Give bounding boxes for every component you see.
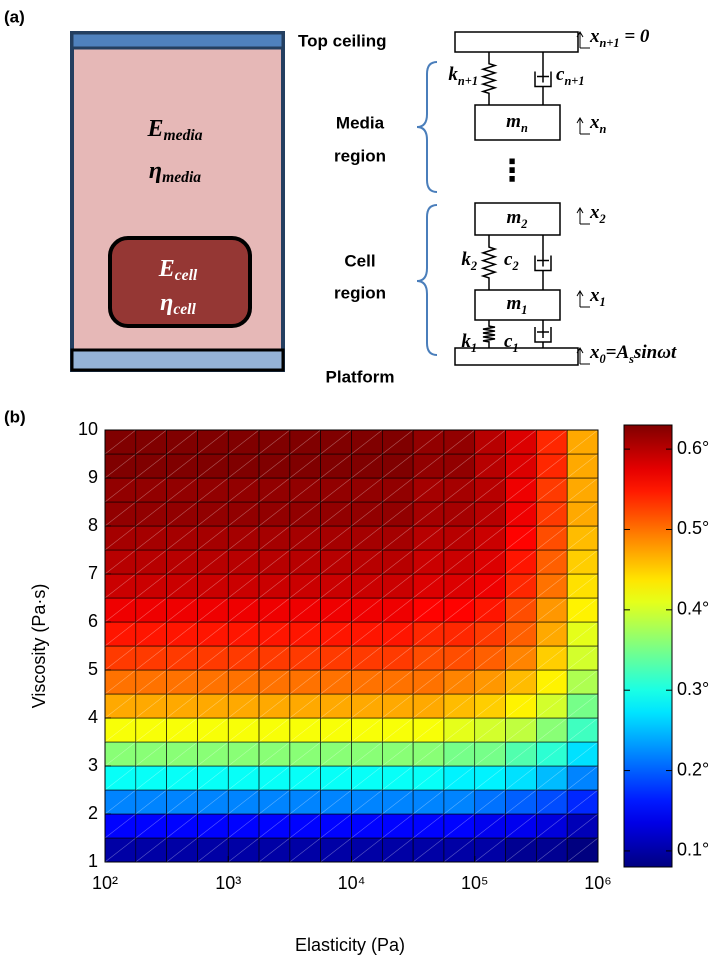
text-run: k — [461, 331, 471, 352]
displacement-arrow — [577, 32, 590, 48]
x-tick-label: 10³ — [215, 873, 241, 893]
spring-label: k2 — [461, 249, 477, 272]
x-tick-label: 10⁵ — [461, 873, 488, 893]
y-tick-label: 5 — [88, 659, 98, 679]
colorbar-tick-label: 0.5° — [677, 518, 709, 538]
colorbar-tick-label: 0.1° — [677, 840, 709, 860]
subscript: n+1 — [458, 74, 478, 88]
text-run: η — [160, 290, 173, 316]
brace — [417, 62, 437, 192]
colorbar-tick-label: 0.3° — [677, 679, 709, 699]
text-run: sinωt — [633, 342, 677, 363]
subscript: cell — [175, 267, 198, 284]
displacement-label: xn+1 = 0 — [589, 26, 650, 49]
region-label: Top ceiling — [298, 31, 386, 50]
panel-label: (b) — [4, 407, 26, 426]
x-axis-label: Elasticity (Pa) — [295, 935, 405, 955]
text-run: x — [589, 285, 600, 306]
text-run: x — [589, 26, 600, 47]
colorbar — [624, 425, 672, 867]
subscript: media — [164, 127, 203, 144]
text-run: x — [589, 112, 600, 133]
subscript: n+1 — [600, 36, 620, 50]
subscript: media — [162, 169, 201, 186]
text-run: m — [507, 293, 522, 314]
platform-bar — [72, 350, 283, 370]
region-label: Platform — [326, 367, 395, 386]
subscript: 1 — [600, 295, 606, 309]
text-run: E — [147, 116, 164, 142]
ellipsis: ⋮ — [497, 154, 527, 189]
text-run: =A — [606, 342, 630, 363]
colorbar-tick-label: 0.2° — [677, 759, 709, 779]
text-run: k — [448, 64, 458, 85]
y-tick-label: 3 — [88, 755, 98, 775]
x-tick-label: 10⁴ — [338, 873, 366, 893]
spring-label: k1 — [461, 331, 477, 354]
subscript: 2 — [520, 217, 527, 231]
damper-label: c1 — [504, 331, 519, 354]
text-run: x — [589, 342, 600, 363]
x-tick-label: 10⁶ — [584, 873, 611, 893]
region-label: region — [334, 283, 386, 302]
mass-label: m2 — [507, 207, 528, 230]
subscript: 1 — [521, 303, 527, 317]
region-label: Media — [336, 113, 385, 132]
text-run: m — [507, 207, 522, 228]
subscript: 2 — [511, 259, 518, 273]
displacement-label: x0=Assinωt — [589, 342, 677, 365]
spring — [483, 320, 495, 348]
mass-label: mn — [506, 111, 528, 134]
subscript: 2 — [470, 259, 477, 273]
y-axis-label: Viscosity (Pa·s) — [29, 584, 49, 709]
subscript: n — [521, 121, 528, 135]
spring — [483, 235, 495, 290]
subscript: 1 — [471, 341, 477, 355]
text-run: η — [149, 158, 162, 184]
damper-label: cn+1 — [556, 64, 585, 87]
displacement-arrow — [577, 291, 590, 307]
ceiling-plate — [455, 32, 578, 52]
brace — [417, 205, 437, 355]
y-tick-label: 8 — [88, 515, 98, 535]
displacement-arrow — [577, 208, 590, 224]
y-tick-label: 4 — [88, 707, 98, 727]
spring-label: kn+1 — [448, 64, 478, 87]
subscript: n — [600, 122, 607, 136]
figure: (a) Emedia ηmedia Ecell ηcell Top ceilin… — [0, 0, 726, 959]
displacement-label: x2 — [589, 202, 606, 225]
x-tick-label: 10² — [92, 873, 118, 893]
y-tick-label: 6 — [88, 611, 98, 631]
spring — [483, 52, 495, 105]
displacement-label: xn — [589, 112, 607, 135]
top-ceiling-bar — [72, 33, 283, 48]
text-run: m — [506, 111, 521, 132]
damper — [535, 235, 551, 290]
subscript: cell — [173, 301, 196, 318]
region-label: Cell — [344, 251, 375, 270]
damper-label: c2 — [504, 249, 519, 272]
region-label: region — [334, 146, 386, 165]
panel-label: (a) — [4, 7, 25, 26]
subscript: 1 — [512, 341, 518, 355]
text-run: = 0 — [620, 26, 650, 47]
y-tick-label: 7 — [88, 563, 98, 583]
displacement-arrow — [577, 348, 590, 364]
text-run: k — [461, 249, 471, 270]
mass-label: m1 — [507, 293, 528, 316]
text-run: x — [589, 202, 600, 223]
colorbar-tick-label: 0.6° — [677, 438, 709, 458]
text-run: E — [158, 256, 175, 282]
damper — [535, 52, 551, 105]
y-tick-label: 2 — [88, 803, 98, 823]
subscript: n+1 — [564, 74, 584, 88]
colorbar-tick-label: 0.4° — [677, 599, 709, 619]
displacement-label: x1 — [589, 285, 606, 308]
y-tick-label: 10 — [78, 419, 98, 439]
y-tick-label: 9 — [88, 467, 98, 487]
displacement-arrow — [577, 118, 590, 134]
subscript: 2 — [599, 212, 606, 226]
y-tick-label: 1 — [88, 851, 98, 871]
damper — [535, 320, 551, 348]
